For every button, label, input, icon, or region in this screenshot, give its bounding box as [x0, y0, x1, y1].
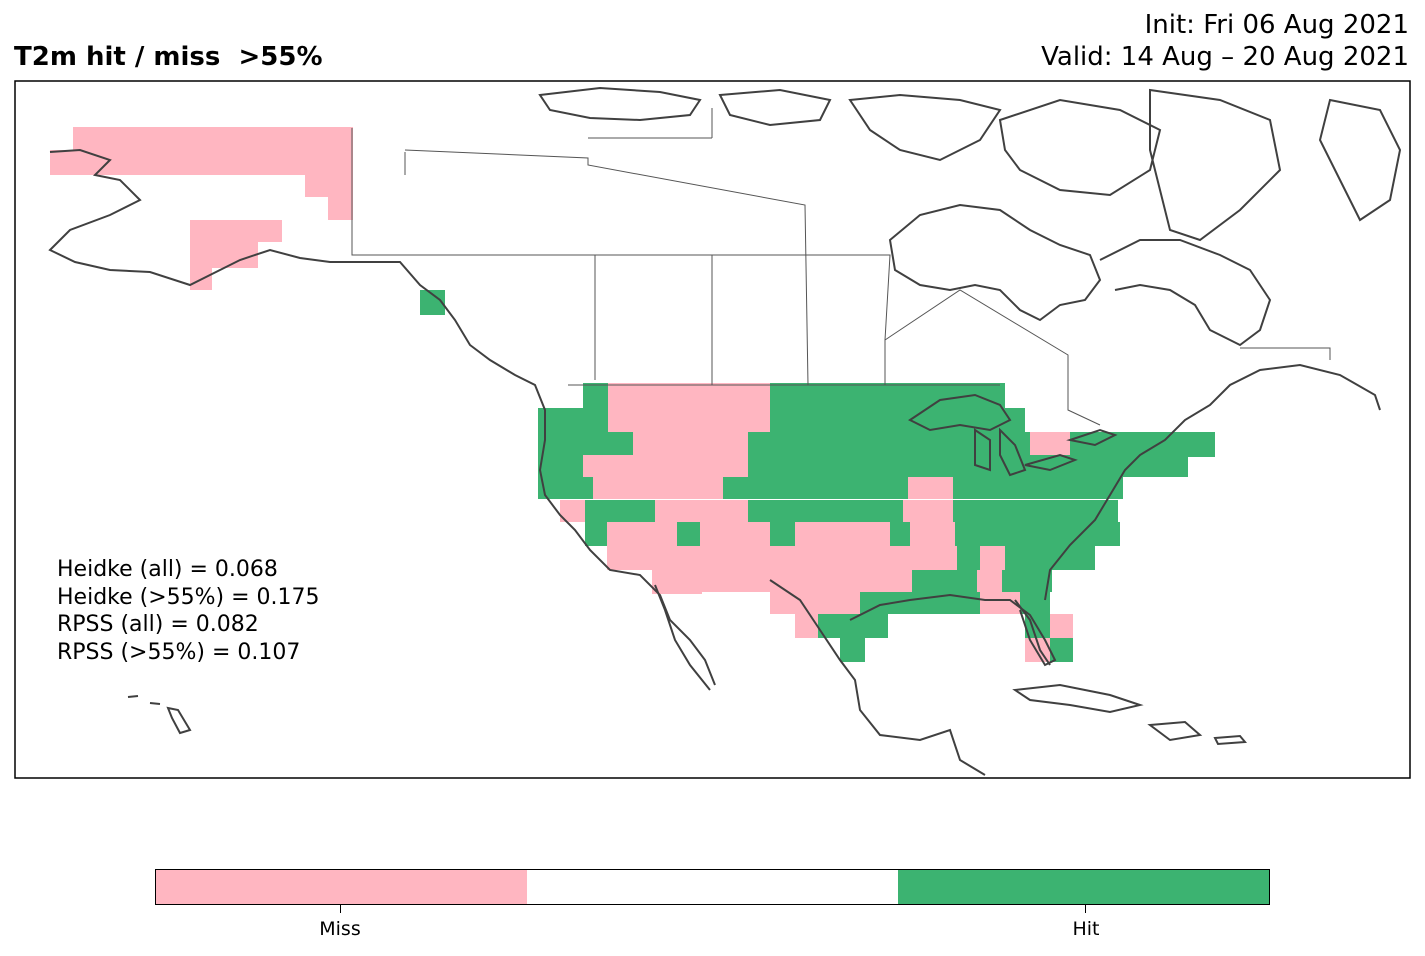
miss-cell — [977, 570, 1002, 592]
miss-cell — [583, 455, 653, 477]
rpss-all: RPSS (all) = 0.082 — [57, 612, 259, 637]
miss-cell — [703, 432, 748, 457]
map-frame — [14, 80, 1411, 779]
miss-cell — [607, 546, 652, 570]
miss-cell — [907, 546, 957, 570]
miss-cell — [723, 500, 748, 522]
hit-cell — [585, 500, 655, 522]
miss-cell — [795, 522, 820, 546]
miss-cell — [908, 477, 953, 499]
miss-cell — [653, 455, 748, 477]
hit-cell — [1027, 570, 1052, 592]
colorbar-hit-segment — [898, 870, 1269, 904]
miss-cell — [1030, 432, 1070, 457]
coastlines — [48, 86, 1402, 776]
miss-cell — [607, 522, 677, 546]
colorbar-tick-miss — [340, 905, 341, 913]
miss-cell — [655, 500, 700, 522]
hit-cell — [957, 546, 980, 570]
rpss-55: RPSS (>55%) = 0.107 — [57, 639, 301, 665]
hit-cell — [840, 638, 865, 662]
miss-cell — [652, 570, 702, 592]
miss-cell — [903, 500, 953, 522]
hit-cell — [677, 522, 700, 546]
hit-cell — [770, 522, 795, 546]
hit-cell — [1050, 638, 1073, 662]
colorbar-label-hit: Hit — [1072, 918, 1100, 940]
miss-cell — [305, 175, 353, 197]
miss-cell — [608, 383, 633, 408]
miss-cell — [328, 197, 353, 220]
miss-cell — [980, 592, 1020, 614]
miss-cell — [678, 408, 770, 433]
heidke-55: Heidke (>55%) = 0.175 — [57, 584, 320, 610]
hit-cell — [860, 592, 980, 614]
miss-cell — [560, 500, 585, 522]
miss-cell — [795, 614, 820, 638]
hit-cell — [748, 432, 1048, 457]
hit-cell — [538, 432, 633, 457]
hit-cell — [748, 455, 1188, 477]
miss-cell — [50, 150, 73, 175]
hit-cell — [583, 383, 608, 408]
colorbar-label-miss: Miss — [319, 918, 361, 940]
init-date: Init: Fri 06 Aug 2021 — [1144, 10, 1409, 40]
hit-cell — [890, 522, 910, 546]
colorbar-neutral-segment — [527, 870, 898, 904]
hit-cell — [955, 522, 1120, 546]
colorbar-miss-segment — [156, 870, 527, 904]
miss-cell — [1050, 614, 1073, 638]
miss-cell — [820, 522, 890, 546]
hit-cell — [1020, 592, 1050, 614]
political-borders — [351, 108, 1331, 426]
miss-cell — [593, 477, 633, 499]
grid-cells — [50, 127, 1215, 662]
hit-cell — [953, 477, 1123, 499]
miss-cell — [980, 546, 1005, 570]
miss-cell — [633, 477, 723, 499]
hit-cell — [748, 500, 903, 522]
miss-cell — [190, 220, 282, 242]
miss-cell — [120, 150, 305, 175]
colorbar-tick-hit — [1085, 905, 1086, 913]
map-title: T2m hit / miss >55% — [14, 42, 323, 72]
miss-cell — [772, 570, 912, 592]
hit-cell — [538, 477, 593, 499]
miss-cell — [767, 546, 907, 570]
miss-cell — [633, 432, 703, 457]
miss-cell — [190, 242, 258, 268]
skill-scores: Heidke (all) = 0.068 Heidke (>55%) = 0.1… — [57, 556, 320, 666]
hit-cell — [1005, 546, 1095, 570]
hit-cell — [723, 477, 908, 499]
miss-cell — [652, 592, 702, 594]
miss-cell — [652, 546, 767, 570]
miss-cell — [700, 500, 723, 522]
heidke-all: Heidke (all) = 0.068 — [57, 557, 278, 582]
hit-cell — [583, 408, 608, 433]
miss-cell — [630, 383, 770, 408]
hit-cell — [585, 522, 607, 546]
miss-cell — [770, 592, 860, 614]
hit-cell — [538, 455, 583, 477]
valid-range: Valid: 14 Aug – 20 Aug 2021 — [1041, 42, 1409, 72]
miss-cell — [910, 522, 955, 546]
miss-cell — [702, 570, 772, 592]
hit-cell — [1002, 570, 1027, 592]
hit-cell — [912, 570, 977, 592]
miss-cell — [700, 522, 770, 546]
hit-cell — [953, 500, 1118, 522]
colorbar — [155, 869, 1270, 905]
miss-cell — [608, 408, 678, 433]
